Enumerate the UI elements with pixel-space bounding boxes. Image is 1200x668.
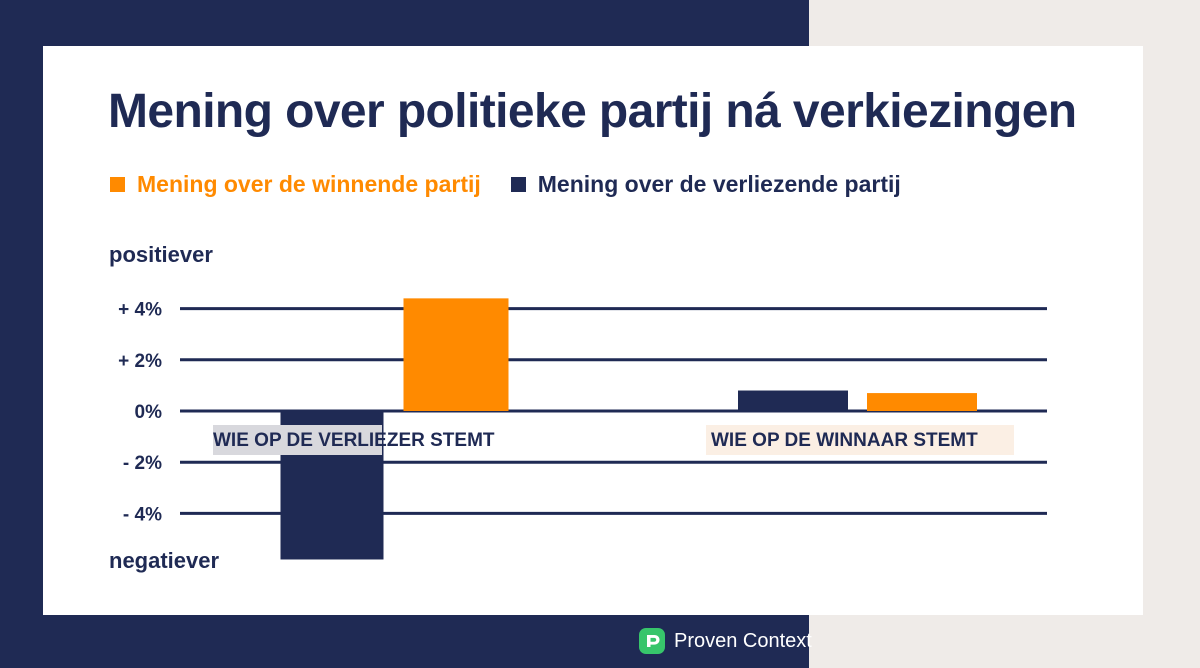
chart-legend: Mening over de winnende partij Mening ov… bbox=[110, 171, 931, 198]
brand-footer: Proven Context bbox=[638, 627, 812, 655]
brand-name: Proven Context bbox=[674, 629, 812, 652]
legend-swatch-winning-party bbox=[110, 177, 125, 192]
legend-label-losing-party: Mening over de verliezende partij bbox=[537, 171, 901, 197]
legend-label-winning-party: Mening over de winnende partij bbox=[137, 171, 481, 197]
proven-context-logo-icon bbox=[639, 628, 665, 654]
chart-card bbox=[43, 46, 1143, 615]
page-title: Mening over politieke partij ná verkiezi… bbox=[108, 85, 1077, 138]
legend-item-losing-party: Mening over de verliezende partij bbox=[510, 171, 901, 198]
legend-item-winning-party: Mening over de winnende partij bbox=[110, 171, 481, 198]
legend-swatch-losing-party bbox=[510, 177, 526, 192]
